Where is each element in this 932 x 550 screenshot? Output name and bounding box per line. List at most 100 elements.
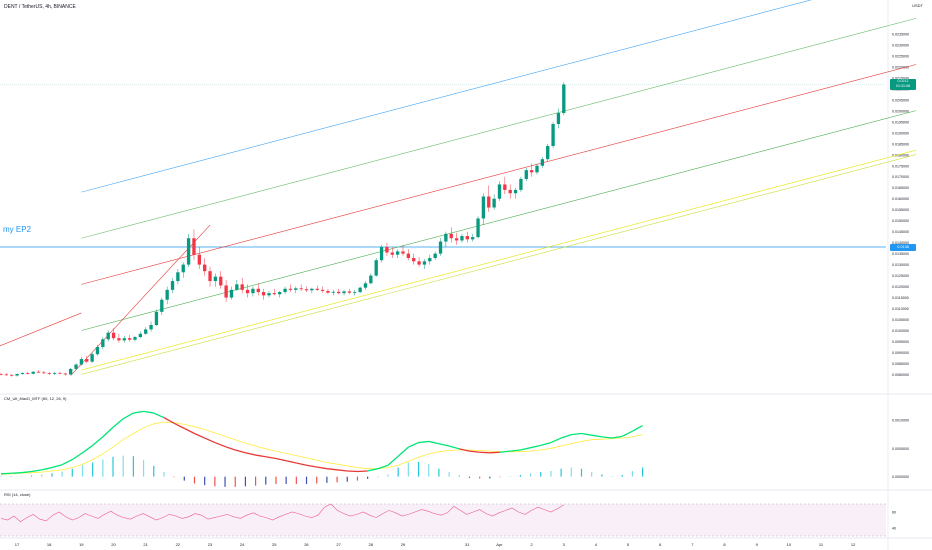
macd-histogram-bar <box>479 476 481 479</box>
candle-body <box>379 247 384 261</box>
macd-line-segment <box>296 462 307 466</box>
macd-histogram-bar <box>326 476 328 483</box>
time-tick-label: 9 <box>756 542 759 547</box>
time-tick-label: 11 <box>819 542 824 547</box>
macd-line-segment <box>428 440 440 445</box>
macd-histogram-bar <box>397 467 399 477</box>
price-tick-label: 0.0200000 <box>892 109 909 113</box>
macd-line-segment <box>621 430 633 437</box>
candle-body <box>149 325 153 330</box>
candle-body <box>0 373 3 375</box>
candle-body <box>294 288 298 290</box>
candle-body <box>95 346 100 355</box>
macd-histogram-bar <box>275 476 277 485</box>
candle-body <box>90 354 94 362</box>
macd-histogram-bar <box>346 476 348 482</box>
pitchfork-mid-upper-line <box>81 18 917 239</box>
candle-body <box>245 289 250 294</box>
candle-body <box>36 371 41 373</box>
macd-line-segment <box>194 432 205 439</box>
macd-line-segment <box>71 452 83 461</box>
macd-histogram-bar <box>570 467 572 477</box>
candle-body <box>492 198 496 208</box>
last-price-value: 0.0212 <box>897 78 909 83</box>
macd-line-segment <box>418 440 429 444</box>
macd-histogram-bar <box>244 476 247 487</box>
candle-body <box>540 159 545 166</box>
macd-histogram-bar <box>356 476 359 481</box>
macd-histogram-bar <box>611 476 613 477</box>
candle-body <box>471 237 475 240</box>
macd-histogram-bar <box>41 474 43 477</box>
macd-histogram-bar <box>560 468 562 477</box>
candle-body <box>385 247 389 253</box>
macd-histogram-bar <box>10 476 12 477</box>
candle-body <box>519 178 523 190</box>
macd-line-segment <box>82 444 94 454</box>
candle-body <box>315 288 319 290</box>
rsi-line <box>0 503 564 522</box>
time-tick-label: 18 <box>47 542 52 547</box>
time-tick-label: 17 <box>15 542 20 547</box>
candle-body <box>170 281 175 290</box>
candle-body <box>31 371 35 374</box>
macd-line-segment <box>92 436 104 446</box>
candle-body <box>235 284 239 290</box>
candle-body <box>342 291 346 294</box>
macd-histogram-bar <box>438 468 440 477</box>
candle-body <box>546 145 550 160</box>
macd-line-segment <box>560 434 572 439</box>
price-tick-label: 0.0085000 <box>892 362 909 366</box>
candle-body <box>261 292 266 296</box>
time-tick-label: 28 <box>369 542 374 547</box>
candle-body <box>412 258 416 262</box>
candle-body <box>47 373 51 374</box>
price-tick-label: 0.0145000 <box>892 230 909 234</box>
rsi-indicator-label[interactable]: RSI (14, close) <box>4 492 31 497</box>
candle-body <box>186 238 191 265</box>
candle-body <box>160 299 164 312</box>
macd-line-segment <box>265 456 277 460</box>
price-tick-label: 0.0175000 <box>892 164 909 168</box>
macd-line-segment <box>571 432 582 436</box>
macd-line-segment <box>540 441 552 447</box>
price-tick-label: 0.0120000 <box>892 285 909 289</box>
price-tick-label: 0.0230000 <box>892 43 909 47</box>
candle-body <box>337 291 341 294</box>
candle-body <box>26 373 30 374</box>
macd-histogram-bar <box>183 476 185 481</box>
macd-line-segment <box>520 447 531 451</box>
time-tick-label: 20 <box>111 542 116 547</box>
macd-line-segment <box>61 459 73 466</box>
candle-body <box>203 264 207 272</box>
candle-body <box>4 374 9 376</box>
macd-histogram-bar <box>601 474 603 477</box>
macd-histogram-bar <box>540 472 542 477</box>
macd-line-segment <box>632 424 643 432</box>
macd-histogram-bar <box>468 476 471 478</box>
candle-body <box>213 276 218 282</box>
candle-body <box>219 276 223 286</box>
macd-line-segment <box>214 441 226 448</box>
price-tick-label: 0.0220000 <box>892 65 909 69</box>
macd-histogram-bar <box>285 476 287 485</box>
candle-body <box>401 251 405 254</box>
price-tick-label: 0.0190000 <box>892 131 909 135</box>
macd-histogram-bar <box>214 476 216 487</box>
candle-body <box>15 373 19 376</box>
price-tick-label: 0.0160000 <box>892 197 909 201</box>
macd-line-segment <box>133 410 144 414</box>
macd-line-segment <box>173 422 185 429</box>
macd-line-segment <box>347 470 358 473</box>
candle-body <box>267 293 271 296</box>
candle-body <box>535 165 539 173</box>
macd-histogram-bar <box>132 456 134 477</box>
macd-indicator-label[interactable]: CM_Ult_MacD_MTF (60, 12, 26, 9) <box>4 396 67 401</box>
macd-line-segment <box>550 437 562 444</box>
macd-histogram-bar <box>193 476 196 484</box>
time-tick-label: 7 <box>691 542 694 547</box>
bar-countdown: 01:31:08 <box>896 84 910 89</box>
macd-histogram-bar <box>122 455 124 477</box>
time-tick-label: 25 <box>272 542 277 547</box>
